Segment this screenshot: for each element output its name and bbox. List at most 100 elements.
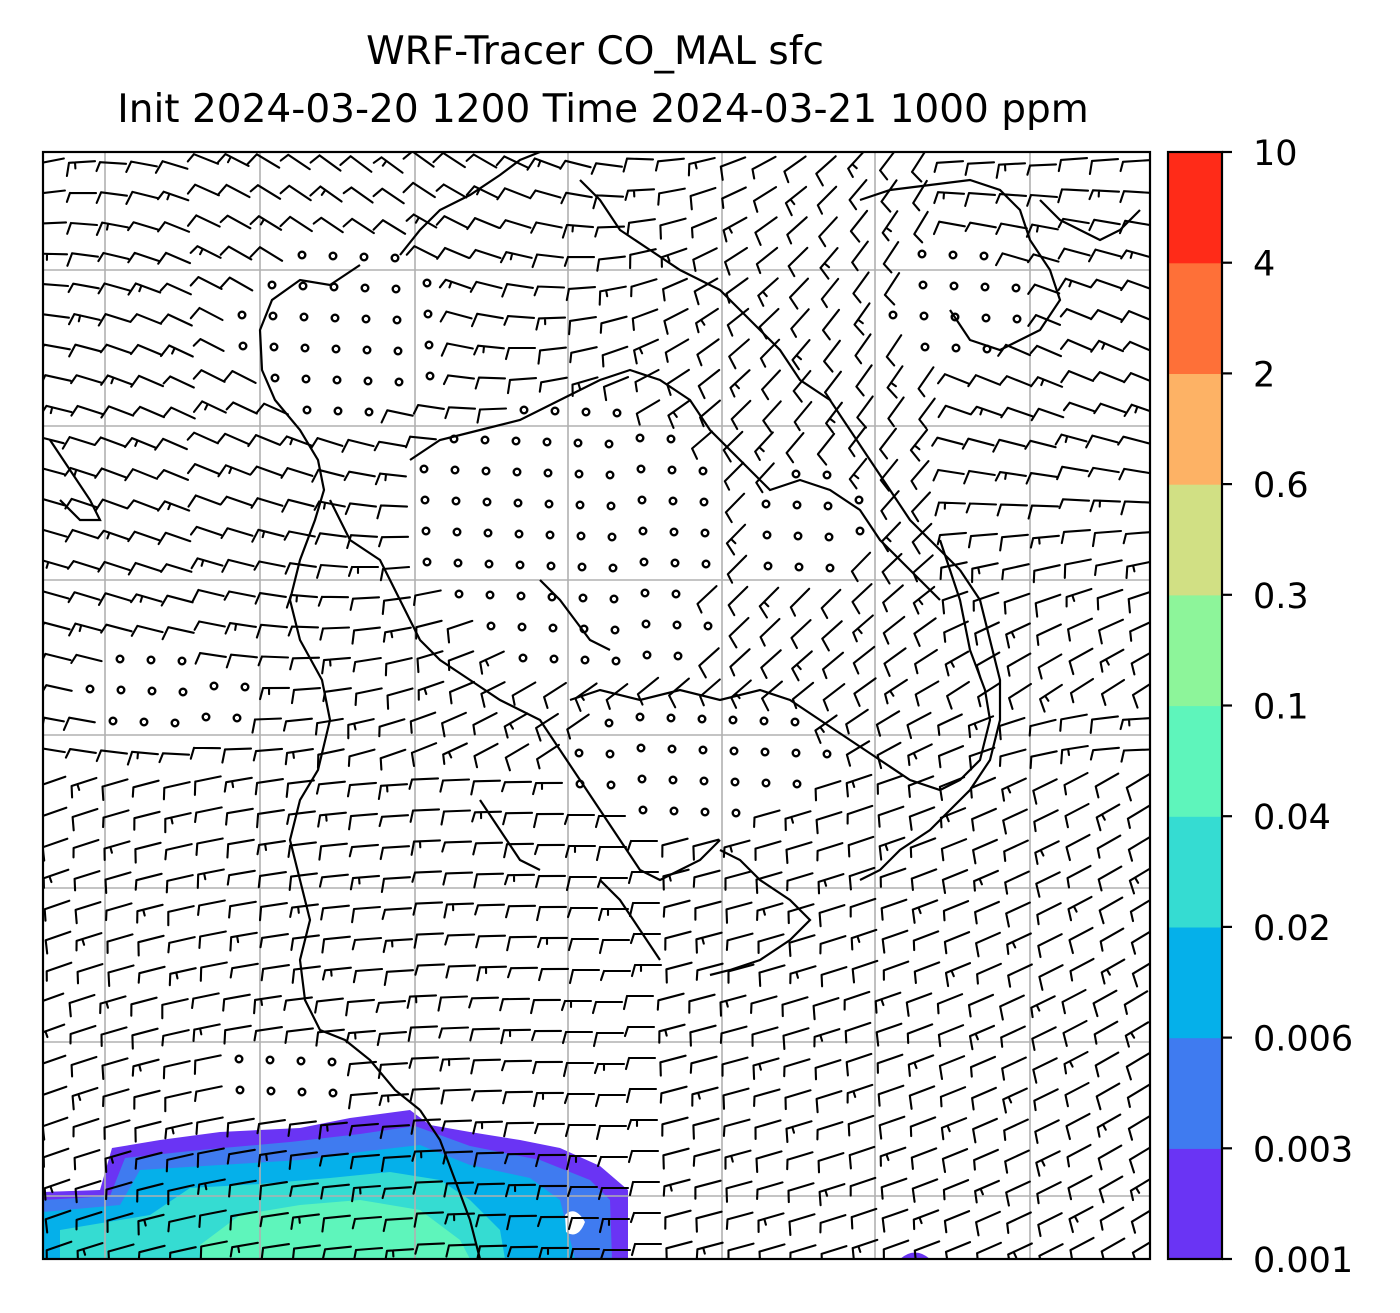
wind-barb <box>822 683 846 712</box>
wind-barb <box>574 682 598 712</box>
colorbar-tick-label: 0.003 <box>1253 1130 1353 1170</box>
wind-barb <box>1120 500 1150 516</box>
wind-barb <box>912 585 936 615</box>
wind-barb <box>906 1023 934 1045</box>
wind-barb <box>412 404 445 415</box>
wind-barb <box>495 155 529 169</box>
wind-barb <box>71 1086 99 1111</box>
wind-barb <box>94 498 129 512</box>
wind-barb <box>100 374 134 386</box>
wind-barb <box>123 437 158 449</box>
wind-barb <box>95 221 129 236</box>
wind-barb <box>719 1025 748 1044</box>
wind-barb <box>752 186 778 213</box>
coast-far-northeast <box>859 178 1062 352</box>
calm-wind-marker <box>422 278 432 288</box>
wind-barb <box>217 464 252 478</box>
coast-mainland-west <box>258 264 421 1111</box>
wind-barb <box>378 1093 410 1107</box>
wind-barb <box>936 993 964 1015</box>
wind-barb <box>660 247 688 268</box>
wind-barb <box>664 338 690 363</box>
wind-barb <box>965 502 998 514</box>
wind-barb <box>256 840 286 856</box>
wind-barb <box>442 1150 474 1165</box>
wind-barb <box>944 650 970 677</box>
wind-barb <box>846 804 874 825</box>
wind-barb <box>1093 402 1127 415</box>
wind-barb <box>436 246 471 260</box>
wind-barb <box>97 560 131 573</box>
wind-barb <box>161 626 195 641</box>
calm-wind-marker <box>575 500 585 510</box>
wind-barb <box>195 1116 224 1135</box>
wind-barb <box>342 186 374 204</box>
wind-barb <box>697 368 721 400</box>
wind-barb <box>43 221 68 225</box>
wind-barb <box>70 776 98 799</box>
calm-wind-marker <box>638 526 648 536</box>
wind-barb <box>1025 223 1059 238</box>
wind-barb <box>253 560 286 571</box>
wind-barb <box>722 839 751 858</box>
wind-barb <box>563 813 596 826</box>
wind-barb <box>1096 834 1122 859</box>
colorbar-tick-label: 2 <box>1253 355 1275 395</box>
wind-barb <box>382 626 412 643</box>
wind-barb <box>189 746 222 760</box>
wind-barb <box>280 467 314 479</box>
calm-wind-marker <box>667 465 677 475</box>
wind-barb <box>848 179 868 211</box>
colorbar-segment <box>1168 926 1222 1039</box>
wind-barb <box>1008 682 1032 710</box>
wind-barb <box>255 623 288 639</box>
calm-wind-marker <box>580 655 590 665</box>
wind-barb <box>724 1149 752 1170</box>
wind-barb <box>372 187 405 205</box>
calm-wind-marker <box>480 435 490 445</box>
wind-barb <box>380 876 412 894</box>
calm-wind-marker <box>424 340 434 350</box>
wind-barb <box>412 1180 444 1195</box>
wind-barb <box>1064 1081 1090 1108</box>
wind-barb <box>260 964 290 982</box>
wind-barb <box>445 964 477 979</box>
wind-barb <box>693 277 719 306</box>
wind-barb <box>43 528 68 538</box>
wind-barb <box>1092 989 1118 1018</box>
wind-barb <box>695 307 719 334</box>
wind-barb <box>322 687 352 703</box>
wind-barb <box>126 750 159 766</box>
colorbar-segment <box>1168 262 1222 374</box>
wind-barb <box>659 1085 688 1104</box>
wind-barb <box>933 191 966 205</box>
wind-barb <box>257 871 287 889</box>
wind-barb <box>691 430 713 460</box>
wind-barb <box>1027 253 1060 264</box>
wind-barb <box>636 676 660 706</box>
wind-barb <box>290 1213 320 1230</box>
wind-barb <box>157 500 191 512</box>
wind-barb <box>1130 651 1150 676</box>
wind-barb <box>1119 159 1150 173</box>
wind-barb <box>1118 219 1150 235</box>
wind-barb <box>343 470 376 482</box>
wind-barb <box>782 1027 810 1051</box>
wind-barb <box>288 1151 318 1170</box>
wind-barb <box>1034 840 1060 865</box>
wind-barb <box>601 345 629 368</box>
wind-barb <box>414 1242 446 1255</box>
calm-wind-marker <box>545 530 555 540</box>
calm-wind-marker <box>422 557 432 567</box>
wind-barb <box>885 334 903 367</box>
calm-wind-marker <box>139 717 149 727</box>
wind-barb <box>1117 435 1150 446</box>
wind-barb <box>816 185 838 215</box>
wind-barb <box>975 1210 1001 1237</box>
calm-wind-marker <box>232 713 242 723</box>
wind-barb <box>1036 1181 1062 1205</box>
wind-barb <box>476 1244 508 1259</box>
calm-wind-marker <box>547 592 557 602</box>
wind-barb <box>126 499 160 511</box>
calm-wind-marker <box>420 495 430 505</box>
